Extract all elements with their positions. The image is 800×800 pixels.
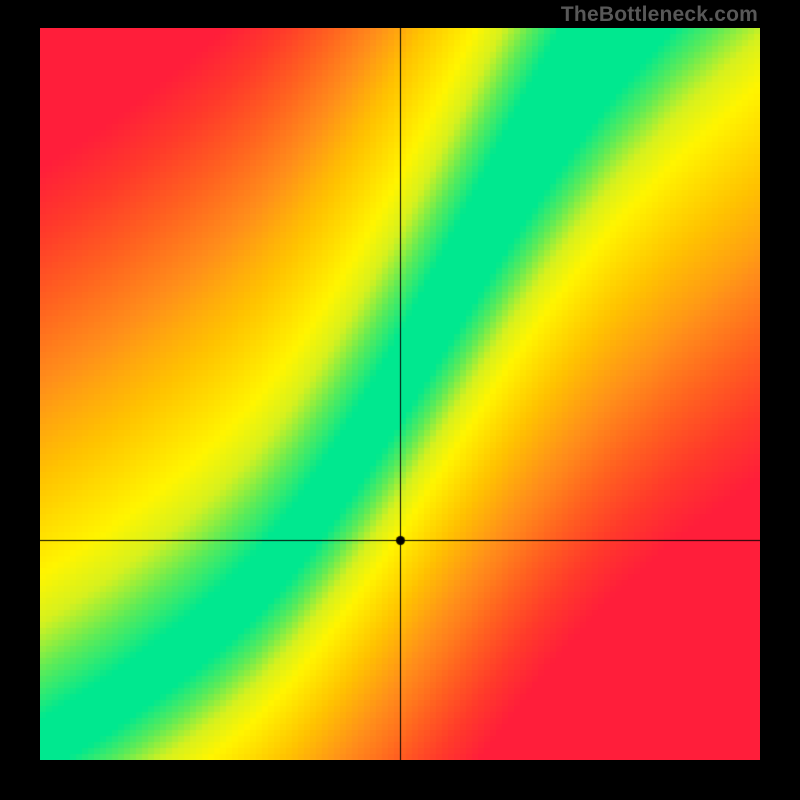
crosshair-overlay bbox=[40, 28, 760, 760]
watermark-label: TheBottleneck.com bbox=[561, 3, 758, 27]
chart-root: TheBottleneck.com bbox=[0, 0, 800, 800]
